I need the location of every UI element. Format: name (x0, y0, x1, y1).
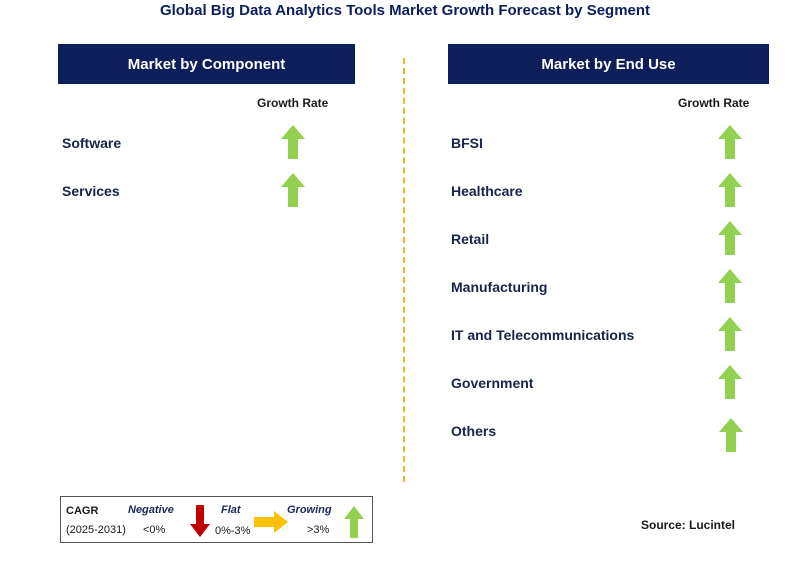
legend-negative-range: <0% (143, 524, 166, 536)
end-use-item-retail: Retail (451, 231, 490, 247)
legend-negative-label: Negative (128, 504, 174, 516)
up-arrow-icon (281, 173, 305, 207)
end-use-item-manufacturing: Manufacturing (451, 279, 548, 295)
up-arrow-icon (718, 269, 742, 303)
page-title: Global Big Data Analytics Tools Market G… (159, 2, 651, 19)
panel-divider (403, 58, 405, 482)
up-arrow-icon (718, 317, 742, 351)
component-item-software: Software (62, 135, 122, 151)
right-arrow-icon (254, 511, 288, 533)
cagr-legend: CAGR (2025-2031) Negative <0% Flat 0%-3%… (60, 496, 373, 543)
up-arrow-icon (718, 365, 742, 399)
component-panel-header: Market by Component (58, 44, 355, 84)
end-use-item-it-telecom: IT and Telecommunications (451, 327, 635, 343)
end-use-panel-header: Market by End Use (448, 44, 769, 84)
end-use-item-healthcare: Healthcare (451, 183, 523, 199)
legend-growing-label: Growing (287, 504, 332, 516)
up-arrow-icon (718, 125, 742, 159)
legend-flat-label: Flat (221, 504, 241, 516)
down-arrow-icon (190, 505, 210, 537)
legend-flat-range: 0%-3% (215, 525, 251, 537)
component-growth-rate-label: Growth Rate (257, 96, 329, 110)
up-arrow-icon (718, 173, 742, 207)
source-note: Source: Lucintel (641, 518, 736, 532)
end-use-growth-rate-label: Growth Rate (678, 96, 750, 110)
legend-growing-range: >3% (307, 524, 330, 536)
up-arrow-icon (719, 418, 743, 452)
end-use-item-government: Government (451, 375, 534, 391)
legend-period: (2025-2031) (66, 524, 126, 536)
end-use-item-bfsi: BFSI (451, 135, 483, 151)
up-arrow-icon (281, 125, 305, 159)
up-arrow-icon (344, 506, 364, 538)
up-arrow-icon (718, 221, 742, 255)
legend-cagr-label: CAGR (66, 505, 99, 517)
end-use-item-others: Others (451, 423, 497, 439)
component-item-services: Services (62, 183, 120, 199)
